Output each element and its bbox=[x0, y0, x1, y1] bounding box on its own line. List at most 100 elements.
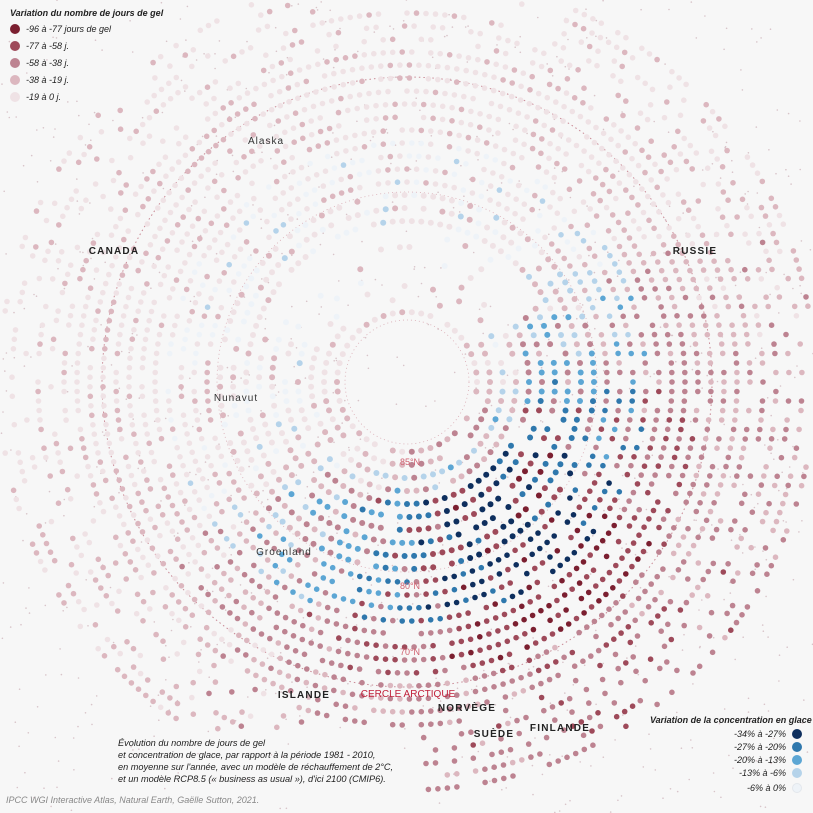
frost-dot bbox=[205, 166, 211, 173]
frost-dot bbox=[309, 364, 316, 371]
frost-dot bbox=[467, 121, 474, 128]
frost-dot bbox=[486, 369, 493, 376]
frost-dot bbox=[425, 76, 432, 82]
stipple-dot bbox=[532, 793, 534, 796]
ice-dot bbox=[571, 549, 578, 556]
frost-dot bbox=[495, 116, 502, 123]
frost-dot bbox=[348, 487, 355, 494]
frost-dot bbox=[226, 496, 232, 503]
frost-dot bbox=[93, 267, 100, 273]
stipple-dot bbox=[396, 356, 399, 359]
frost-dot bbox=[474, 137, 481, 143]
frost-dot bbox=[349, 691, 356, 698]
stipple-dot bbox=[617, 799, 619, 802]
frost-dot bbox=[312, 682, 319, 689]
frost-dot bbox=[640, 209, 647, 216]
frost-dot bbox=[667, 407, 674, 414]
ice-dot bbox=[253, 267, 260, 274]
ice-dot bbox=[432, 484, 439, 491]
stipple-dot bbox=[731, 171, 734, 173]
frost-dot bbox=[574, 527, 581, 534]
frost-dot bbox=[698, 454, 705, 461]
stipple-dot bbox=[28, 612, 31, 614]
stipple-dot bbox=[422, 705, 425, 707]
frost-dot bbox=[95, 450, 101, 456]
stipple-dot bbox=[691, 368, 694, 371]
frost-dot bbox=[457, 544, 464, 551]
frost-dot bbox=[675, 567, 682, 573]
stipple-dot bbox=[252, 204, 254, 206]
stipple-dot bbox=[280, 691, 282, 693]
frost-dot bbox=[723, 463, 729, 470]
ice-dot bbox=[562, 279, 569, 286]
frost-dot bbox=[158, 435, 165, 442]
stipple-dot bbox=[438, 802, 441, 804]
stipple-dot bbox=[287, 743, 290, 745]
frost-dot bbox=[696, 663, 703, 670]
frost-dot bbox=[576, 580, 583, 586]
frost-dot bbox=[603, 204, 610, 211]
frost-dot bbox=[356, 92, 363, 98]
stipple-dot bbox=[716, 380, 719, 383]
frost-dot bbox=[646, 51, 653, 57]
frost-dot bbox=[561, 305, 568, 312]
ice-dot bbox=[606, 480, 612, 486]
ice-dot bbox=[435, 155, 441, 161]
frost-dot bbox=[63, 417, 69, 423]
stipple-dot bbox=[44, 604, 47, 607]
frost-dot bbox=[206, 513, 213, 520]
frost-dot bbox=[159, 512, 166, 518]
frost-dot bbox=[392, 474, 399, 481]
frost-dot bbox=[532, 640, 539, 646]
stipple-dot bbox=[30, 154, 33, 157]
stipple-dot bbox=[357, 399, 360, 402]
frost-dot bbox=[328, 660, 335, 666]
frost-dot bbox=[160, 138, 166, 144]
frost-dot bbox=[82, 454, 89, 461]
frost-dot bbox=[676, 481, 683, 488]
frost-dot bbox=[80, 266, 86, 273]
frost-dot bbox=[125, 463, 132, 470]
frost-dot bbox=[135, 308, 141, 315]
frost-dot bbox=[664, 176, 670, 182]
stipple-dot bbox=[553, 167, 556, 169]
frost-dot bbox=[785, 482, 791, 489]
frost-dot bbox=[295, 95, 301, 102]
frost-dot bbox=[696, 624, 703, 631]
frost-dot bbox=[253, 435, 260, 442]
stipple-dot bbox=[143, 467, 146, 469]
stipple-dot bbox=[589, 573, 592, 575]
frost-dot bbox=[137, 652, 144, 659]
frost-dot bbox=[669, 463, 675, 470]
frost-dot bbox=[344, 342, 351, 349]
stipple-dot bbox=[446, 34, 448, 37]
frost-dot bbox=[630, 654, 636, 660]
stipple-dot bbox=[787, 112, 790, 115]
ice-dot bbox=[487, 501, 494, 508]
frost-dot bbox=[481, 85, 488, 91]
frost-dot bbox=[681, 360, 688, 366]
ice-dot bbox=[432, 590, 439, 596]
frost-dot bbox=[685, 454, 691, 461]
frost-dot bbox=[251, 656, 257, 663]
frost-dot bbox=[167, 95, 174, 102]
frost-dot bbox=[87, 473, 94, 479]
stipple-dot bbox=[277, 391, 280, 393]
stipple-dot bbox=[34, 96, 37, 99]
frost-dot bbox=[626, 498, 632, 504]
stipple-dot bbox=[551, 75, 554, 77]
frost-dot bbox=[36, 523, 42, 529]
frost-dot bbox=[639, 572, 645, 578]
ice-dot bbox=[600, 417, 607, 423]
frost-dot bbox=[501, 775, 507, 782]
frost-dot bbox=[211, 95, 217, 102]
stipple-dot bbox=[318, 186, 320, 188]
frost-dot bbox=[150, 589, 156, 596]
stipple-dot bbox=[204, 196, 206, 199]
frost-dot bbox=[361, 52, 368, 58]
frost-dot bbox=[251, 195, 257, 202]
stipple-dot bbox=[73, 769, 75, 771]
frost-dot bbox=[269, 269, 275, 276]
ice-dot bbox=[336, 553, 343, 560]
